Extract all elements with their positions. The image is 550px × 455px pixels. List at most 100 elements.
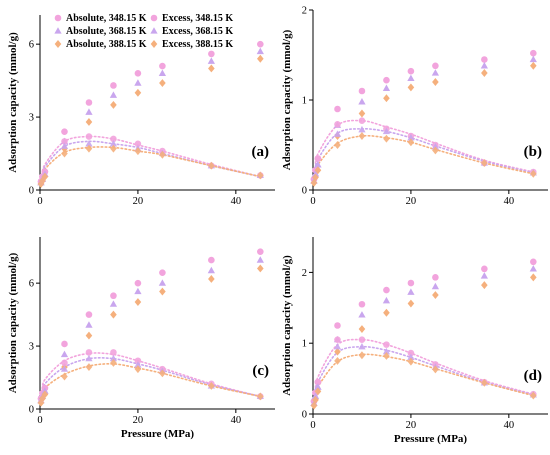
data-point	[208, 381, 215, 390]
y-tick-label: 3	[29, 113, 34, 124]
data-point	[208, 256, 215, 264]
fit-curve	[40, 352, 262, 402]
data-series	[37, 256, 264, 404]
legend-item: Absolute, 388.15 K	[54, 39, 147, 50]
data-point	[432, 274, 439, 281]
data-point	[85, 321, 93, 328]
legend-label: Absolute, 348.15 K	[66, 13, 147, 24]
data-series	[310, 117, 537, 183]
x-tick-label: 20	[406, 196, 417, 207]
data-point	[431, 282, 440, 290]
data-point	[134, 88, 142, 97]
panel-label: (c)	[252, 363, 269, 379]
fit-curve	[40, 146, 262, 186]
data-point	[110, 82, 117, 89]
data-series	[37, 40, 264, 185]
y-tick-label: 0	[302, 410, 307, 421]
data-point	[314, 166, 322, 175]
data-point	[407, 138, 415, 147]
x-tick-label: 40	[504, 196, 515, 207]
data-point	[208, 64, 215, 73]
data-series	[310, 342, 537, 407]
data-point	[85, 133, 93, 140]
panel-label: (a)	[252, 144, 270, 160]
data-point	[85, 117, 93, 126]
data-point	[530, 49, 537, 57]
data-point	[431, 69, 440, 76]
data-point	[109, 91, 118, 98]
data-point	[312, 173, 319, 182]
data-point	[407, 299, 415, 308]
data-point	[61, 359, 68, 367]
data-point	[310, 401, 318, 410]
data-point	[85, 363, 93, 372]
data-point	[158, 69, 167, 76]
data-point	[407, 279, 415, 287]
data-point	[85, 349, 93, 356]
data-series	[310, 351, 537, 410]
y-tick-label: 3	[29, 342, 34, 353]
data-point	[85, 311, 93, 318]
data-point	[358, 125, 366, 133]
data-point	[159, 150, 166, 159]
x-tick-label: 0	[310, 420, 315, 431]
data-point	[257, 171, 264, 180]
data-point	[85, 144, 93, 153]
data-point	[314, 383, 322, 390]
data-point	[382, 127, 391, 135]
y-tick-label: 0	[29, 186, 34, 197]
legend-label: Absolute, 368.15 K	[66, 26, 147, 37]
data-point	[311, 392, 320, 399]
data-point	[257, 248, 264, 255]
legend: Absolute, 348.15 K Absolute, 368.15 K Abso…	[54, 13, 233, 50]
y-tick-label: 0	[302, 186, 307, 197]
chart-panel: 0 3 6 0 20 40 Adsorption capacity (mmol/g) (a)	[7, 15, 275, 207]
data-point	[407, 74, 415, 82]
data-series	[310, 61, 537, 187]
data-point	[334, 322, 341, 329]
data-point	[314, 155, 322, 162]
legend-item: Excess, 388.15 K	[150, 39, 233, 50]
data-point	[310, 178, 318, 187]
data-point	[134, 140, 142, 148]
data-point	[159, 79, 166, 88]
x-tick-label: 40	[231, 196, 242, 207]
data-point	[134, 357, 142, 365]
data-point	[407, 353, 415, 360]
data-series	[37, 140, 264, 186]
data-point	[480, 272, 488, 279]
data-point	[530, 61, 537, 70]
data-point	[85, 99, 93, 106]
data-point	[334, 336, 341, 343]
data-point	[383, 76, 390, 84]
y-tick-label: 0	[29, 405, 34, 416]
data-point	[61, 149, 68, 158]
data-point	[358, 87, 366, 95]
data-point	[256, 47, 264, 55]
data-point	[85, 354, 93, 362]
data-point	[61, 138, 68, 145]
data-point	[312, 395, 319, 404]
data-point	[60, 142, 69, 149]
data-point	[431, 143, 440, 150]
data-point	[358, 132, 366, 140]
data-point	[60, 350, 69, 358]
data-point	[432, 78, 439, 86]
fit-curve	[313, 345, 535, 407]
fit-curve	[313, 119, 535, 180]
data-point	[529, 55, 537, 63]
data-series	[37, 358, 264, 407]
fit-curve	[313, 127, 535, 182]
y-axis-label: Adsorption capacity (mmol/g)	[7, 32, 19, 173]
data-point	[110, 310, 117, 319]
data-point	[314, 387, 322, 396]
data-point	[314, 378, 322, 386]
data-point	[110, 292, 117, 300]
data-point	[134, 70, 142, 77]
data-series	[37, 133, 264, 185]
fit-curve	[40, 363, 262, 404]
data-point	[432, 62, 439, 70]
data-point	[383, 341, 390, 348]
